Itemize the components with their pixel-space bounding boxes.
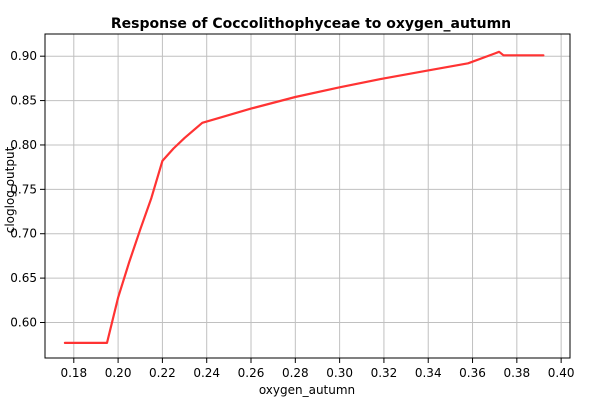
y-tick-label: 0.85: [10, 94, 37, 108]
x-tick-label: 0.34: [415, 366, 442, 380]
x-axis-label: oxygen_autumn: [259, 383, 355, 397]
y-tick-label: 0.65: [10, 271, 37, 285]
x-tick-label: 0.38: [503, 366, 530, 380]
chart-title: Response of Coccolithophyceae to oxygen_…: [111, 16, 511, 32]
response-curve: [63, 50, 545, 344]
x-tick-label: 0.18: [60, 366, 87, 380]
y-axis: 0.60 0.65 0.70 0.75 0.80 0.85 0.90: [10, 49, 45, 329]
x-tick-label: 0.22: [149, 366, 176, 380]
y-tick-label: 0.90: [10, 49, 37, 63]
x-tick-label: 0.28: [282, 366, 309, 380]
x-tick-label: 0.32: [371, 366, 398, 380]
x-tick-label: 0.30: [326, 366, 353, 380]
x-tick-label: 0.24: [193, 366, 220, 380]
y-tick-label: 0.70: [10, 227, 37, 241]
x-tick-label: 0.36: [459, 366, 486, 380]
series-layer: [63, 50, 545, 344]
y-tick-label: 0.80: [10, 138, 37, 152]
grid-lines: [45, 34, 570, 358]
x-axis: 0.18 0.20 0.22 0.24 0.26 0.28 0.30 0.32 0.34 0.36…: [60, 358, 574, 380]
y-axis-label: cloglog output: [3, 146, 17, 233]
y-tick-label: 0.75: [10, 182, 37, 196]
y-tick-label: 0.60: [10, 315, 37, 329]
x-tick-label: 0.40: [548, 366, 575, 380]
x-tick-label: 0.26: [238, 366, 265, 380]
plot-frame: [44, 33, 571, 359]
x-tick-label: 0.20: [105, 366, 132, 380]
